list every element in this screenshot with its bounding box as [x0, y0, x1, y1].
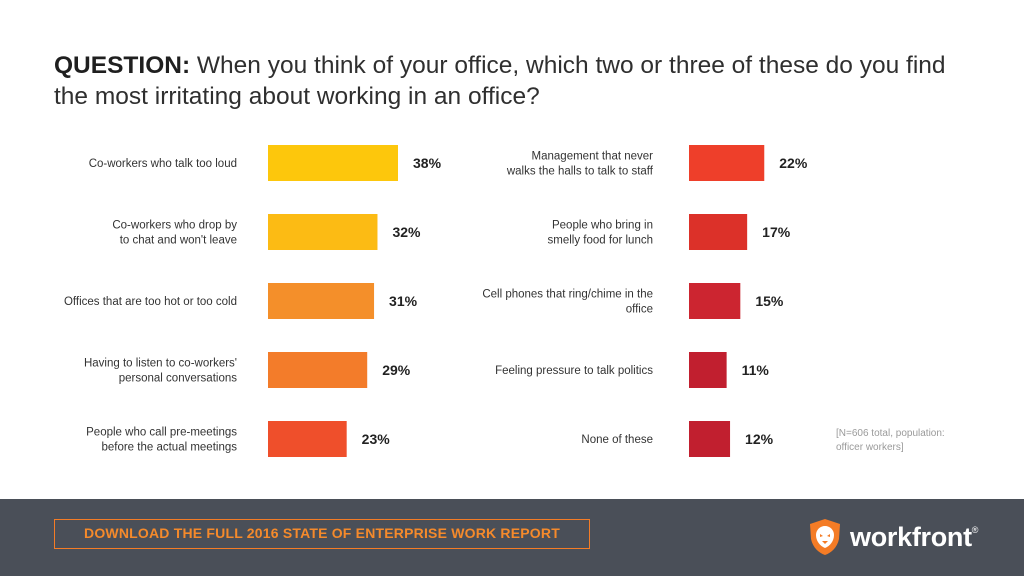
bar-1-2 [268, 214, 378, 250]
bar-2-1 [689, 145, 765, 181]
category-label-1-5: People who call pre-meetings before the a… [86, 427, 237, 454]
category-label-2-5: None of these [581, 434, 653, 446]
value-label-1-5: 23% [362, 431, 391, 447]
category-label-2-4: Feeling pressure to talk politics [495, 365, 653, 377]
sample-note-line-2: officer workers] [836, 442, 904, 453]
sample-note: [N=606 total, population: officer worker… [836, 427, 996, 455]
lion-shield-icon [810, 519, 840, 555]
value-label-2-3: 15% [755, 293, 784, 309]
workfront-logo[interactable]: workfront ® [808, 517, 978, 557]
category-label-1-1: Co-workers who talk too loud [89, 158, 237, 170]
bar-1-3 [268, 283, 375, 319]
sample-note-line-1: [N=606 total, population: [836, 428, 945, 439]
value-label-1-4: 29% [382, 362, 411, 378]
value-label-2-5: 12% [745, 431, 774, 447]
category-label-1-3: Offices that are too hot or too cold [64, 296, 237, 308]
question-text: When you think of your office, which two… [54, 52, 946, 110]
footer-bar: DOWNLOAD THE FULL 2016 STATE OF ENTERPRI… [0, 499, 1024, 576]
category-label-2-1: Management that never walks the halls to … [506, 151, 654, 178]
bar-2-5 [689, 421, 731, 457]
category-label-1-2: Co-workers who drop by to chat and won't … [112, 220, 237, 247]
brand-name: workfront [850, 521, 972, 552]
value-label-1-1: 38% [413, 155, 442, 171]
question-heading: QUESTION: When you think of your office,… [54, 50, 984, 112]
category-label-2-3: Cell phones that ring/chime in the office [482, 289, 653, 316]
value-label-2-1: 22% [779, 155, 808, 171]
value-label-1-2: 32% [392, 224, 421, 240]
bar-1-4 [268, 352, 368, 388]
question-label: QUESTION: [54, 52, 191, 79]
bar-2-2 [689, 214, 748, 250]
category-label-1-4: Having to listen to co-workers' personal … [84, 358, 237, 385]
bar-1-1 [268, 145, 398, 181]
bar-1-5 [268, 421, 347, 457]
value-label-2-4: 11% [742, 362, 770, 378]
category-label-2-2: People who bring in smelly food for lunch [548, 220, 653, 247]
value-label-2-2: 17% [762, 224, 791, 240]
download-report-button[interactable]: DOWNLOAD THE FULL 2016 STATE OF ENTERPRI… [54, 519, 590, 549]
registered-mark: ® [971, 525, 979, 535]
bar-2-4 [689, 352, 727, 388]
value-label-1-3: 31% [389, 293, 418, 309]
bar-chart: 38% Co-workers who talk too loud 32% Co-wor… [64, 145, 808, 457]
bar-2-3 [689, 283, 741, 319]
